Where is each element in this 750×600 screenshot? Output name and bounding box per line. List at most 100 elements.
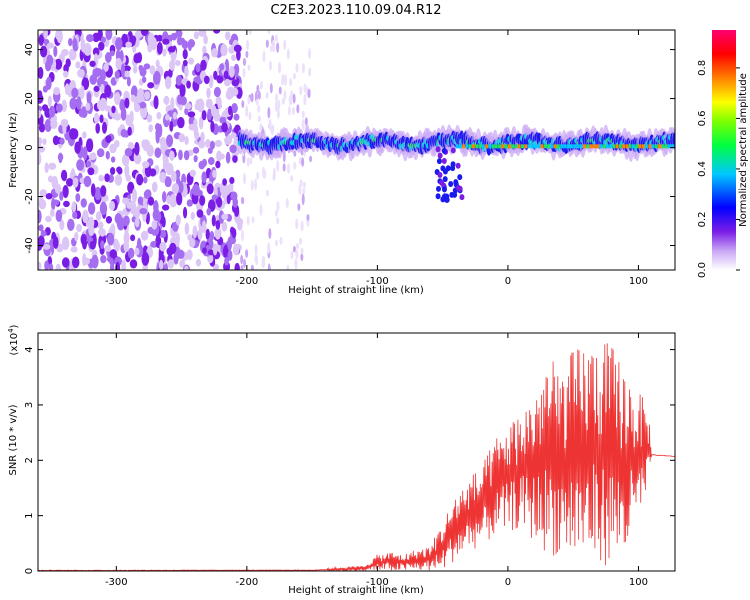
noise-blob <box>178 103 183 111</box>
fading-noise-blob <box>286 264 290 270</box>
noise-blob <box>197 228 203 240</box>
fading-noise-blob <box>300 220 304 232</box>
colorbar-tick-label: 0.4 <box>697 161 708 177</box>
fading-noise-blob <box>284 73 288 86</box>
noise-blob <box>45 193 53 200</box>
noise-blob <box>85 102 91 111</box>
spur-blob <box>453 179 459 186</box>
noise-blob <box>205 228 210 241</box>
noise-blob <box>53 45 58 58</box>
noise-blob <box>59 137 65 145</box>
noise-blob <box>109 200 116 211</box>
noise-blob <box>184 65 189 78</box>
noise-blob <box>38 151 41 165</box>
snr-y-tick-label: 3 <box>24 402 35 408</box>
noise-blob <box>184 222 190 235</box>
strong-line-segment <box>537 144 541 149</box>
strong-line-segment <box>622 144 626 149</box>
noise-blob <box>147 196 155 206</box>
fading-noise-blob <box>302 181 306 189</box>
noise-blob <box>141 251 150 266</box>
noise-blob <box>46 42 55 49</box>
noise-blob <box>89 60 96 67</box>
noise-blob <box>114 112 122 121</box>
noise-blob <box>89 74 98 85</box>
noise-blob <box>63 200 70 208</box>
noise-blob <box>72 37 78 51</box>
noise-blob <box>179 259 186 268</box>
strong-line-segment <box>488 144 492 149</box>
noise-blob <box>215 160 221 169</box>
snr-panel: -300 -200 -100 0 100 0 1 2 3 4 Height of straigh… <box>7 324 676 596</box>
noise-blob <box>45 215 52 223</box>
spectrogram-y-ticks: -40 -20 0 20 40 <box>24 43 675 254</box>
spectrogram-x-ticks: -300 -200 -100 0 100 <box>105 30 648 287</box>
fading-noise-blob <box>257 115 261 123</box>
noise-blob <box>75 193 81 203</box>
noise-blob <box>100 254 107 264</box>
fading-noise-blob <box>268 228 272 240</box>
spur-blob <box>436 185 442 192</box>
noise-blob <box>210 120 215 133</box>
fading-noise-blob <box>291 106 295 116</box>
noise-blob <box>115 57 122 70</box>
fading-noise-blob <box>245 50 249 58</box>
noise-blob <box>224 78 231 87</box>
fading-noise-blob <box>274 239 278 247</box>
noise-blob <box>64 83 70 95</box>
noise-blob <box>215 228 221 240</box>
fading-noise-blob <box>254 178 258 191</box>
noise-blob <box>82 209 89 224</box>
noise-blob <box>151 220 158 230</box>
noise-blob <box>134 141 140 156</box>
noise-blob <box>227 105 233 116</box>
noise-blob <box>127 181 135 194</box>
spur-blob <box>448 180 454 187</box>
noise-blob <box>169 199 175 208</box>
fading-noise-blob <box>301 118 305 131</box>
spectrogram-marks <box>38 30 675 270</box>
noise-blob <box>163 262 169 270</box>
noise-blob <box>69 97 78 110</box>
noise-blob <box>129 259 138 269</box>
spectrogram-y-tick-label: 0 <box>24 144 35 150</box>
noise-blob <box>87 216 95 229</box>
noise-blob <box>175 232 181 245</box>
noise-blob <box>70 168 76 179</box>
noise-blob <box>120 63 126 77</box>
fading-noise-blob <box>301 193 305 206</box>
noise-blob <box>65 178 74 187</box>
strong-line-segment <box>560 144 564 149</box>
strong-line-segment <box>524 144 528 149</box>
strong-line-segment <box>478 144 482 149</box>
noise-blob <box>65 58 71 68</box>
noise-blob <box>142 161 150 169</box>
snr-x-tick-label: 100 <box>629 577 648 588</box>
strong-line-segment <box>534 144 538 149</box>
noise-blob <box>78 108 87 118</box>
noise-blob <box>136 173 144 186</box>
noise-blob <box>158 259 164 270</box>
fading-noise-blob <box>250 179 254 191</box>
noise-blob <box>100 36 106 43</box>
strong-line-segment <box>609 144 613 149</box>
noise-blob <box>169 242 177 254</box>
noise-blob <box>48 105 56 118</box>
noise-blob <box>143 190 151 199</box>
noise-blob <box>167 46 176 53</box>
noise-blob <box>175 75 183 86</box>
strong-line-segment <box>628 144 632 149</box>
fading-noise-blob <box>283 39 287 51</box>
colorbar-tick-label: 0.8 <box>697 60 708 76</box>
noise-blob <box>177 116 185 129</box>
noise-blob <box>199 195 206 206</box>
strong-line-segment <box>631 144 635 149</box>
noise-blob <box>38 235 45 248</box>
noise-blob <box>98 41 105 51</box>
noise-blob <box>101 121 108 134</box>
strong-line-segment <box>540 144 544 149</box>
noise-blob <box>196 78 203 85</box>
noise-blob <box>171 183 180 195</box>
noise-blob <box>45 76 52 90</box>
noise-blob <box>40 230 47 237</box>
